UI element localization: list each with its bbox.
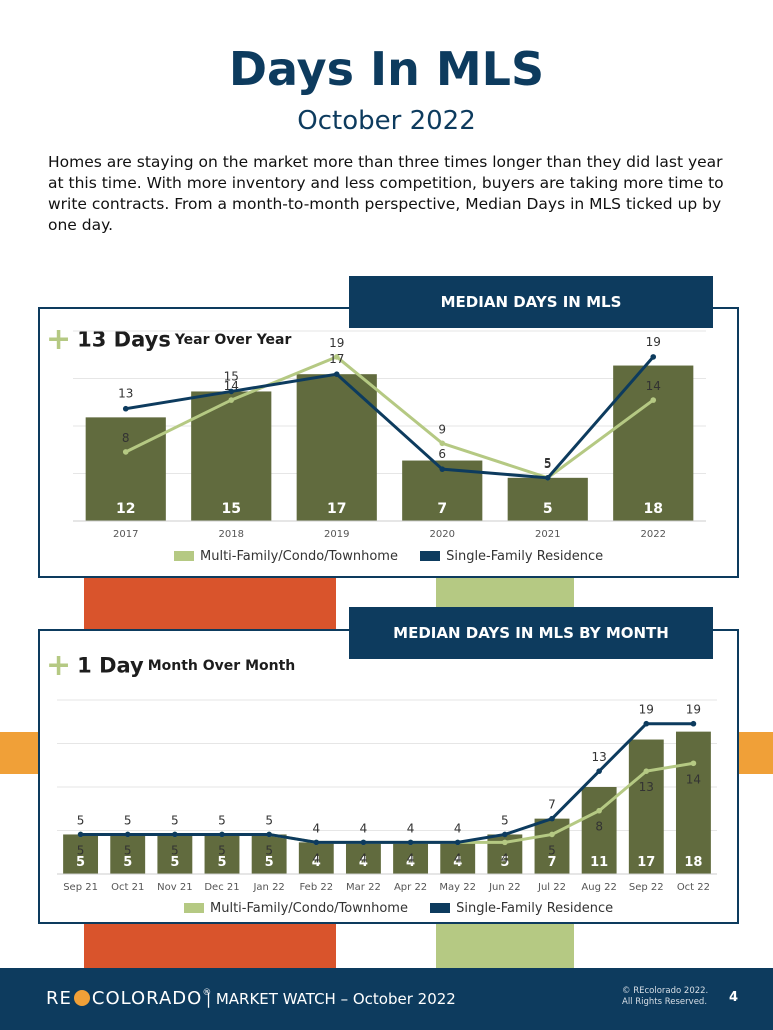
- page-number: 4: [729, 990, 739, 1005]
- monthly-kpi-value: 1 Day: [77, 653, 144, 678]
- recolorado-logo: RE COLORADO®: [46, 988, 212, 1009]
- logo-re-text: RE: [46, 988, 72, 1009]
- legend-label-singlefamily: Single-Family Residence: [456, 901, 614, 916]
- plus-icon: +: [46, 322, 72, 357]
- legend-swatch-multifamily: [174, 551, 194, 561]
- footer-bar: RE COLORADO® | MARKET WATCH – October 202…: [0, 968, 773, 1030]
- plus-icon: +: [46, 648, 72, 683]
- deco-block-red-top: [84, 570, 336, 630]
- footer-copyright: © REcolorado 2022. All Rights Reserved.: [622, 986, 708, 1008]
- logo-colorado-text: COLORADO: [91, 988, 203, 1009]
- legend-label-multifamily: Multi-Family/Condo/Townhome: [200, 549, 398, 564]
- page-title: Days In MLS: [228, 42, 545, 96]
- deco-block-red-bottom: [84, 924, 336, 970]
- yearly-chart-header: MEDIAN DAYS IN MLS: [349, 276, 713, 328]
- yearly-kpi: +13 Days Year Over Year: [46, 322, 291, 357]
- yearly-kpi-label: Year Over Year: [174, 331, 292, 348]
- yearly-legend: Multi-Family/Condo/Townhome Single-Famil…: [174, 549, 603, 564]
- deco-block-green-bottom: [436, 924, 574, 970]
- legend-swatch-multifamily: [184, 903, 204, 913]
- monthly-kpi-label: Month Over Month: [147, 657, 296, 674]
- deco-block-orange-left: [0, 732, 40, 774]
- monthly-legend: Multi-Family/Condo/Townhome Single-Famil…: [184, 901, 613, 916]
- logo-registered-mark: ®: [202, 988, 213, 998]
- legend-label-multifamily: Multi-Family/Condo/Townhome: [210, 901, 408, 916]
- deco-block-orange-right: [738, 732, 773, 774]
- legend-swatch-singlefamily: [430, 903, 451, 913]
- copyright-line-1: © REcolorado 2022.: [622, 986, 709, 996]
- monthly-kpi: +1 Day Month Over Month: [46, 648, 295, 683]
- page-subtitle: October 2022: [297, 106, 476, 136]
- legend-swatch-singlefamily: [420, 551, 441, 561]
- footer-market-watch: | MARKET WATCH – October 2022: [206, 990, 456, 1008]
- legend-label-singlefamily: Single-Family Residence: [446, 549, 604, 564]
- logo-sun-icon: [73, 990, 90, 1006]
- copyright-line-2: All Rights Reserved.: [622, 997, 708, 1007]
- intro-paragraph: Homes are staying on the market more tha…: [48, 153, 724, 234]
- yearly-kpi-value: 13 Days: [77, 327, 171, 352]
- monthly-chart-header: MEDIAN DAYS IN MLS BY MONTH: [349, 607, 713, 659]
